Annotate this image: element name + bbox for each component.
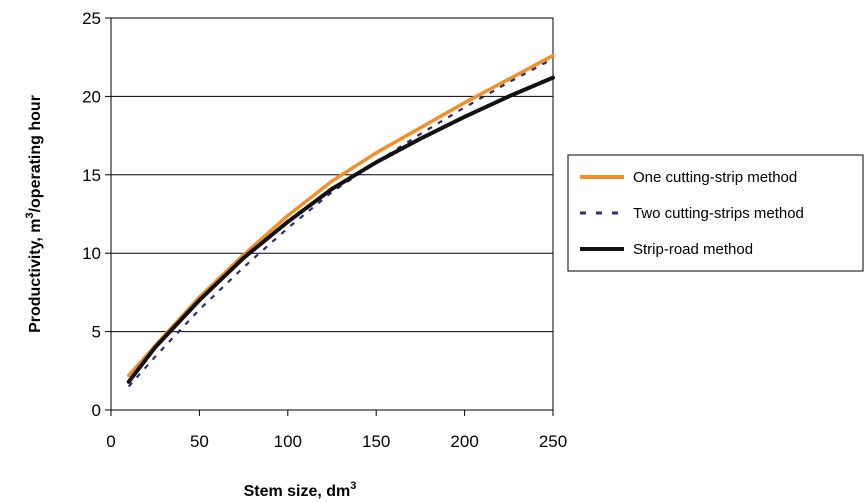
series-line-1 bbox=[127, 57, 554, 388]
plot-area bbox=[110, 17, 554, 411]
x-tick-label: 250 bbox=[539, 432, 567, 451]
y-tick-label: 10 bbox=[82, 244, 101, 263]
y-tick-label: 20 bbox=[82, 87, 101, 106]
y-tick-label: 15 bbox=[82, 166, 101, 185]
y-axis-title-superscript: 3 bbox=[24, 212, 36, 218]
y-axis-title-suffix: /operating hour bbox=[27, 95, 44, 212]
series-line-2 bbox=[126, 75, 555, 384]
x-axis-title-text: Stem size, dm bbox=[244, 483, 351, 500]
y-axis-title-text: Productivity, m bbox=[27, 219, 44, 333]
y-tick-label: 0 bbox=[92, 401, 101, 420]
x-tick-label: 200 bbox=[450, 432, 478, 451]
legend-label-strip-road: Strip-road method bbox=[633, 241, 753, 258]
x-tick-label: 100 bbox=[274, 432, 302, 451]
x-tick-label: 50 bbox=[190, 432, 209, 451]
legend: One cutting-strip method Two cutting-str… bbox=[567, 154, 864, 272]
series-lines bbox=[126, 53, 555, 388]
x-axis-title: Stem size, dm3 bbox=[244, 480, 357, 500]
x-axis-title-superscript: 3 bbox=[350, 480, 356, 492]
y-axis-title: Productivity, m3/operating hour bbox=[24, 95, 44, 333]
gridlines bbox=[111, 17, 553, 411]
y-tick-label: 25 bbox=[82, 9, 101, 28]
x-tick-label: 0 bbox=[106, 432, 115, 451]
legend-label-one-cutting-strip: One cutting-strip method bbox=[633, 169, 797, 186]
legend-label-two-cutting-strips: Two cutting-strips method bbox=[633, 205, 804, 222]
y-tick-label: 5 bbox=[92, 323, 101, 342]
x-tick-label: 150 bbox=[362, 432, 390, 451]
